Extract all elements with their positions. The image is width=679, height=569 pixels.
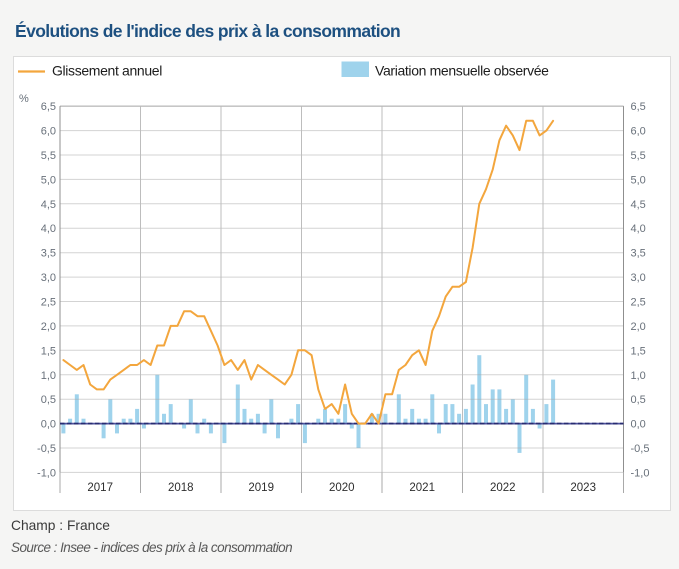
svg-text:-0,5: -0,5 — [37, 443, 56, 455]
svg-text:%: % — [19, 93, 29, 105]
svg-text:0,5: 0,5 — [41, 394, 56, 406]
svg-text:-0,5: -0,5 — [631, 443, 650, 455]
svg-text:2020: 2020 — [329, 482, 355, 494]
svg-text:4,0: 4,0 — [41, 223, 56, 235]
svg-text:2,5: 2,5 — [41, 297, 56, 309]
svg-text:3,5: 3,5 — [631, 248, 646, 260]
svg-text:1,0: 1,0 — [41, 370, 56, 382]
svg-text:2022: 2022 — [490, 482, 516, 494]
svg-text:5,5: 5,5 — [631, 150, 646, 162]
svg-text:2,0: 2,0 — [631, 321, 646, 333]
svg-text:3,0: 3,0 — [41, 272, 56, 284]
svg-text:3,0: 3,0 — [631, 272, 646, 284]
svg-text:2021: 2021 — [409, 482, 435, 494]
svg-text:Glissement annuel: Glissement annuel — [52, 63, 162, 79]
svg-text:0,5: 0,5 — [631, 394, 646, 406]
svg-text:2017: 2017 — [87, 482, 113, 494]
svg-text:6,5: 6,5 — [41, 101, 56, 113]
svg-text:2019: 2019 — [248, 482, 274, 494]
svg-text:1,5: 1,5 — [631, 345, 646, 357]
svg-text:2,5: 2,5 — [631, 297, 646, 309]
svg-text:Variation mensuelle observée: Variation mensuelle observée — [375, 63, 549, 79]
svg-text:6,0: 6,0 — [631, 126, 646, 138]
svg-text:4,0: 4,0 — [631, 223, 646, 235]
svg-text:2,0: 2,0 — [41, 321, 56, 333]
svg-text:2023: 2023 — [570, 482, 596, 494]
svg-text:5,5: 5,5 — [41, 150, 56, 162]
svg-text:-1,0: -1,0 — [37, 467, 56, 479]
svg-text:0,0: 0,0 — [41, 419, 56, 431]
svg-text:0,0: 0,0 — [631, 419, 646, 431]
svg-text:6,5: 6,5 — [631, 101, 646, 113]
svg-text:1,0: 1,0 — [631, 370, 646, 382]
svg-text:6,0: 6,0 — [41, 126, 56, 138]
svg-text:4,5: 4,5 — [41, 199, 56, 211]
svg-text:5,0: 5,0 — [631, 174, 646, 186]
svg-text:1,5: 1,5 — [41, 345, 56, 357]
svg-text:2018: 2018 — [168, 482, 194, 494]
svg-text:5,0: 5,0 — [41, 174, 56, 186]
svg-text:3,5: 3,5 — [41, 248, 56, 260]
svg-text:4,5: 4,5 — [631, 199, 646, 211]
svg-text:-1,0: -1,0 — [631, 467, 650, 479]
